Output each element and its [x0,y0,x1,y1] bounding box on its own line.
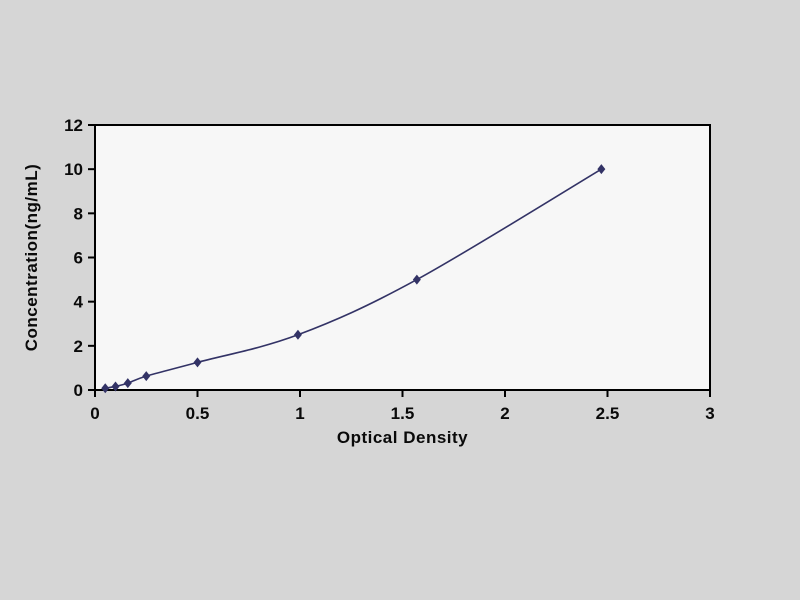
y-tick-label: 12 [64,116,83,135]
curve-line [105,168,602,390]
x-tick-label: 1.5 [391,404,415,423]
y-tick-label: 10 [64,160,83,179]
data-point-marker [193,357,202,368]
x-tick-label: 2 [500,404,509,423]
data-point-marker [597,164,606,175]
y-tick-label: 6 [74,249,83,268]
x-axis-label: Optical Density [336,428,469,447]
y-tick-label: 8 [74,204,83,223]
y-tick-label: 2 [74,337,83,356]
y-axis-label: Concentration(ng/mL) [22,163,41,352]
data-point-marker [293,329,302,340]
y-tick-label: 0 [74,381,83,400]
data-point-marker [412,274,421,285]
data-point-marker [111,381,120,392]
x-tick-label: 1 [295,404,304,423]
y-tick-label: 4 [74,293,84,312]
data-point-marker [123,378,132,389]
x-tick-label: 2.5 [596,404,620,423]
x-tick-label: 0 [90,404,99,423]
x-tick-label: 0.5 [186,404,210,423]
x-tick-label: 3 [705,404,714,423]
data-point-marker [101,383,110,394]
data-point-marker [142,371,151,382]
plot-frame [94,124,711,391]
